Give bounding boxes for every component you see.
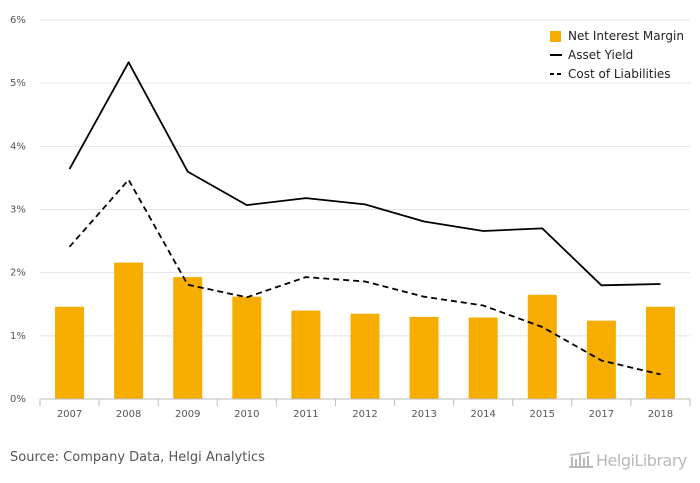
x-tick-label: 2013 [411, 409, 436, 420]
bar-2013 [409, 316, 439, 399]
y-tick-label: 4% [10, 141, 26, 152]
source-note: Source: Company Data, Helgi Analytics [10, 450, 265, 465]
x-tick-label: 2009 [175, 409, 200, 420]
bar-2011 [291, 310, 321, 399]
x-tick-label: 2017 [589, 409, 614, 420]
y-tick-label: 6% [10, 15, 26, 26]
lines [68, 61, 661, 376]
bar-2009 [173, 277, 203, 399]
x-tick-label: 2007 [57, 409, 82, 420]
x-tick-label: 2011 [293, 409, 318, 420]
x-tick-label: 2014 [470, 409, 495, 420]
bar-2008 [114, 262, 144, 399]
y-tick-label: 3% [10, 205, 26, 216]
x-tick-label: 2010 [234, 409, 259, 420]
bars-net-interest-margin [55, 262, 675, 399]
x-tick-label: 2018 [648, 409, 673, 420]
line-asset-yield [68, 61, 661, 287]
logo-text: HelgiLibrary [596, 450, 687, 470]
x-tick-label: 2015 [530, 409, 555, 420]
x-tick-label: 2012 [352, 409, 377, 420]
line-cost-of-liabilities [68, 178, 661, 376]
x-tick-label: 2008 [116, 409, 141, 420]
y-tick-label: 5% [10, 78, 26, 89]
bar-2010 [232, 296, 262, 399]
y-axis-ticks: 0% 1% 2% 3% 4% 5% 6% [10, 15, 26, 405]
legend-label: Asset Yield [568, 48, 633, 62]
bar-2015 [527, 294, 557, 399]
x-axis: 2007 2008 2009 2010 2011 2012 2013 2014 2015 2017… [39, 398, 691, 420]
helgi-library-logo: HelgiLibrary [568, 448, 692, 472]
bar-2007 [55, 306, 85, 399]
bar-2014 [468, 317, 498, 399]
y-tick-label: 2% [10, 268, 26, 279]
legend-label: Net Interest Margin [568, 29, 684, 43]
legend-swatch-bar [550, 31, 561, 42]
gridlines [40, 19, 690, 337]
library-building-icon [569, 451, 593, 468]
legend: Net Interest Margin Asset Yield Cost of Li… [550, 29, 684, 81]
legend-label: Cost of Liabilities [568, 67, 671, 81]
y-tick-label: 1% [10, 331, 26, 342]
bar-2012 [350, 313, 380, 399]
bar-2018 [645, 306, 675, 399]
y-tick-label: 0% [10, 394, 26, 405]
